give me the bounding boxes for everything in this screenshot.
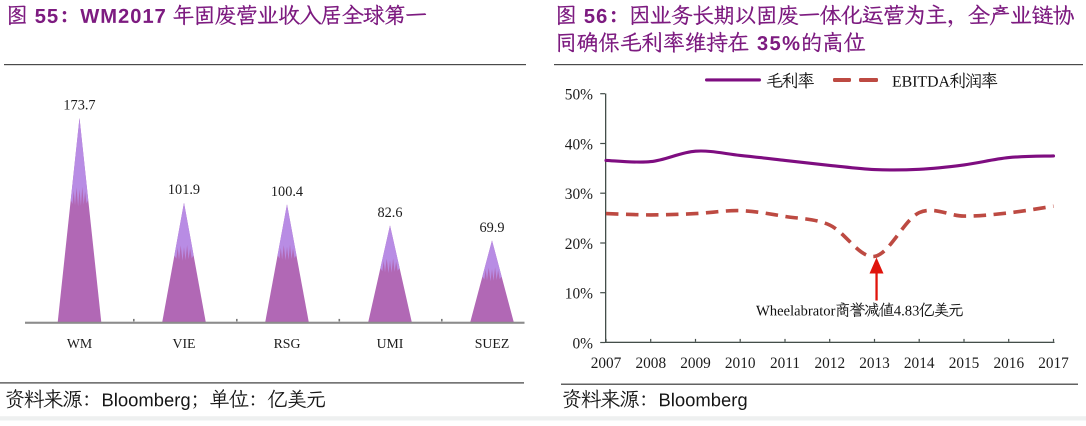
svg-text:2016: 2016 xyxy=(994,355,1025,372)
svg-text:40%: 40% xyxy=(565,137,593,154)
svg-text:2011: 2011 xyxy=(770,355,800,372)
svg-text:WM: WM xyxy=(67,336,92,351)
svg-text:SUEZ: SUEZ xyxy=(475,336,510,351)
svg-text:69.9: 69.9 xyxy=(479,220,504,236)
svg-text:2017: 2017 xyxy=(1038,355,1069,372)
svg-text:RSG: RSG xyxy=(274,336,301,351)
svg-text:50%: 50% xyxy=(565,87,593,104)
svg-text:30%: 30% xyxy=(565,186,593,203)
svg-text:2007: 2007 xyxy=(591,355,622,372)
svg-text:2012: 2012 xyxy=(815,355,846,372)
svg-text:2013: 2013 xyxy=(859,355,890,372)
svg-text:2014: 2014 xyxy=(904,355,935,372)
svg-text:10%: 10% xyxy=(565,286,593,303)
svg-text:UMI: UMI xyxy=(377,336,404,351)
svg-text:20%: 20% xyxy=(565,236,593,253)
svg-text:2010: 2010 xyxy=(725,355,756,372)
svg-text:2009: 2009 xyxy=(680,355,711,372)
svg-text:2015: 2015 xyxy=(949,355,980,372)
svg-text:100.4: 100.4 xyxy=(271,184,303,200)
svg-text:2008: 2008 xyxy=(636,355,667,372)
svg-text:173.7: 173.7 xyxy=(63,98,95,114)
svg-text:82.6: 82.6 xyxy=(377,205,402,221)
svg-text:VIE: VIE xyxy=(173,336,196,351)
svg-text:101.9: 101.9 xyxy=(168,182,200,198)
svg-text:0%: 0% xyxy=(572,336,593,353)
